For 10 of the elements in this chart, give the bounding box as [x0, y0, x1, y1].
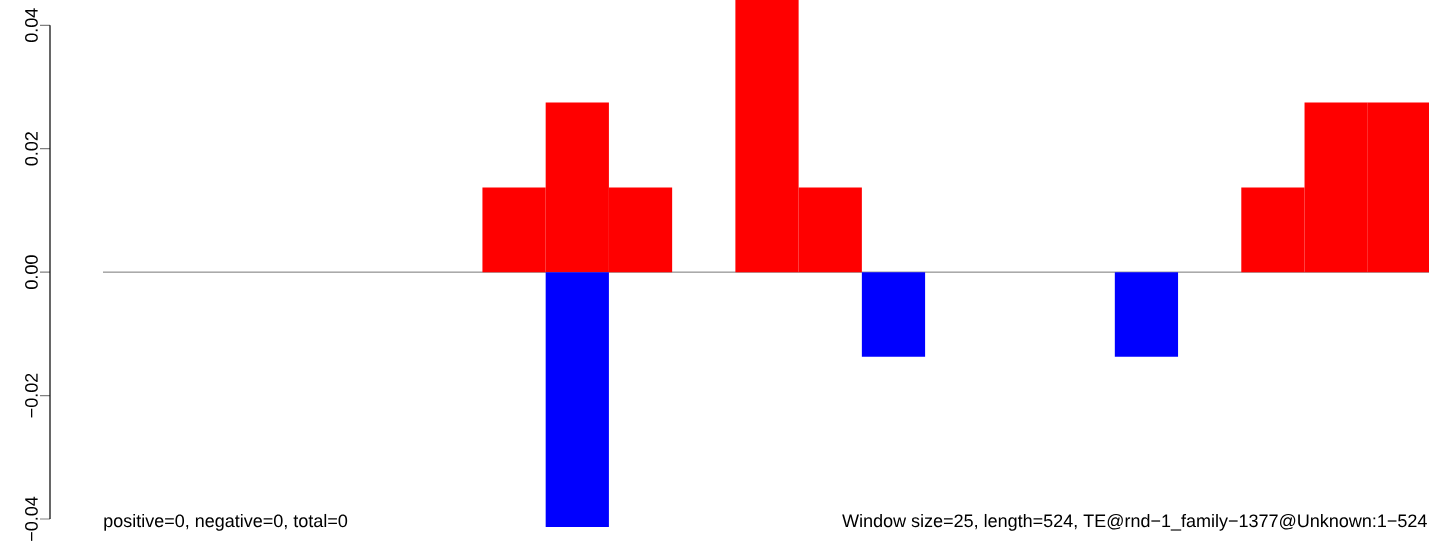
y-tick-label: 0.04: [25, 8, 38, 43]
annotation: positive=0, negative=0, total=0: [104, 513, 348, 531]
bar: [1114, 272, 1179, 357]
bar: [861, 272, 926, 357]
y-tick-label: 0.00: [25, 255, 38, 289]
bar: [545, 272, 609, 527]
y-tick-label: −0.04: [25, 496, 38, 541]
y-tick-label: −0.02: [25, 373, 38, 418]
y-tick-label: 0.02: [25, 132, 38, 166]
annotation: Window size=25, length=524, TE@rnd−1_family−1377@Unknown:1−524: [842, 513, 1427, 531]
